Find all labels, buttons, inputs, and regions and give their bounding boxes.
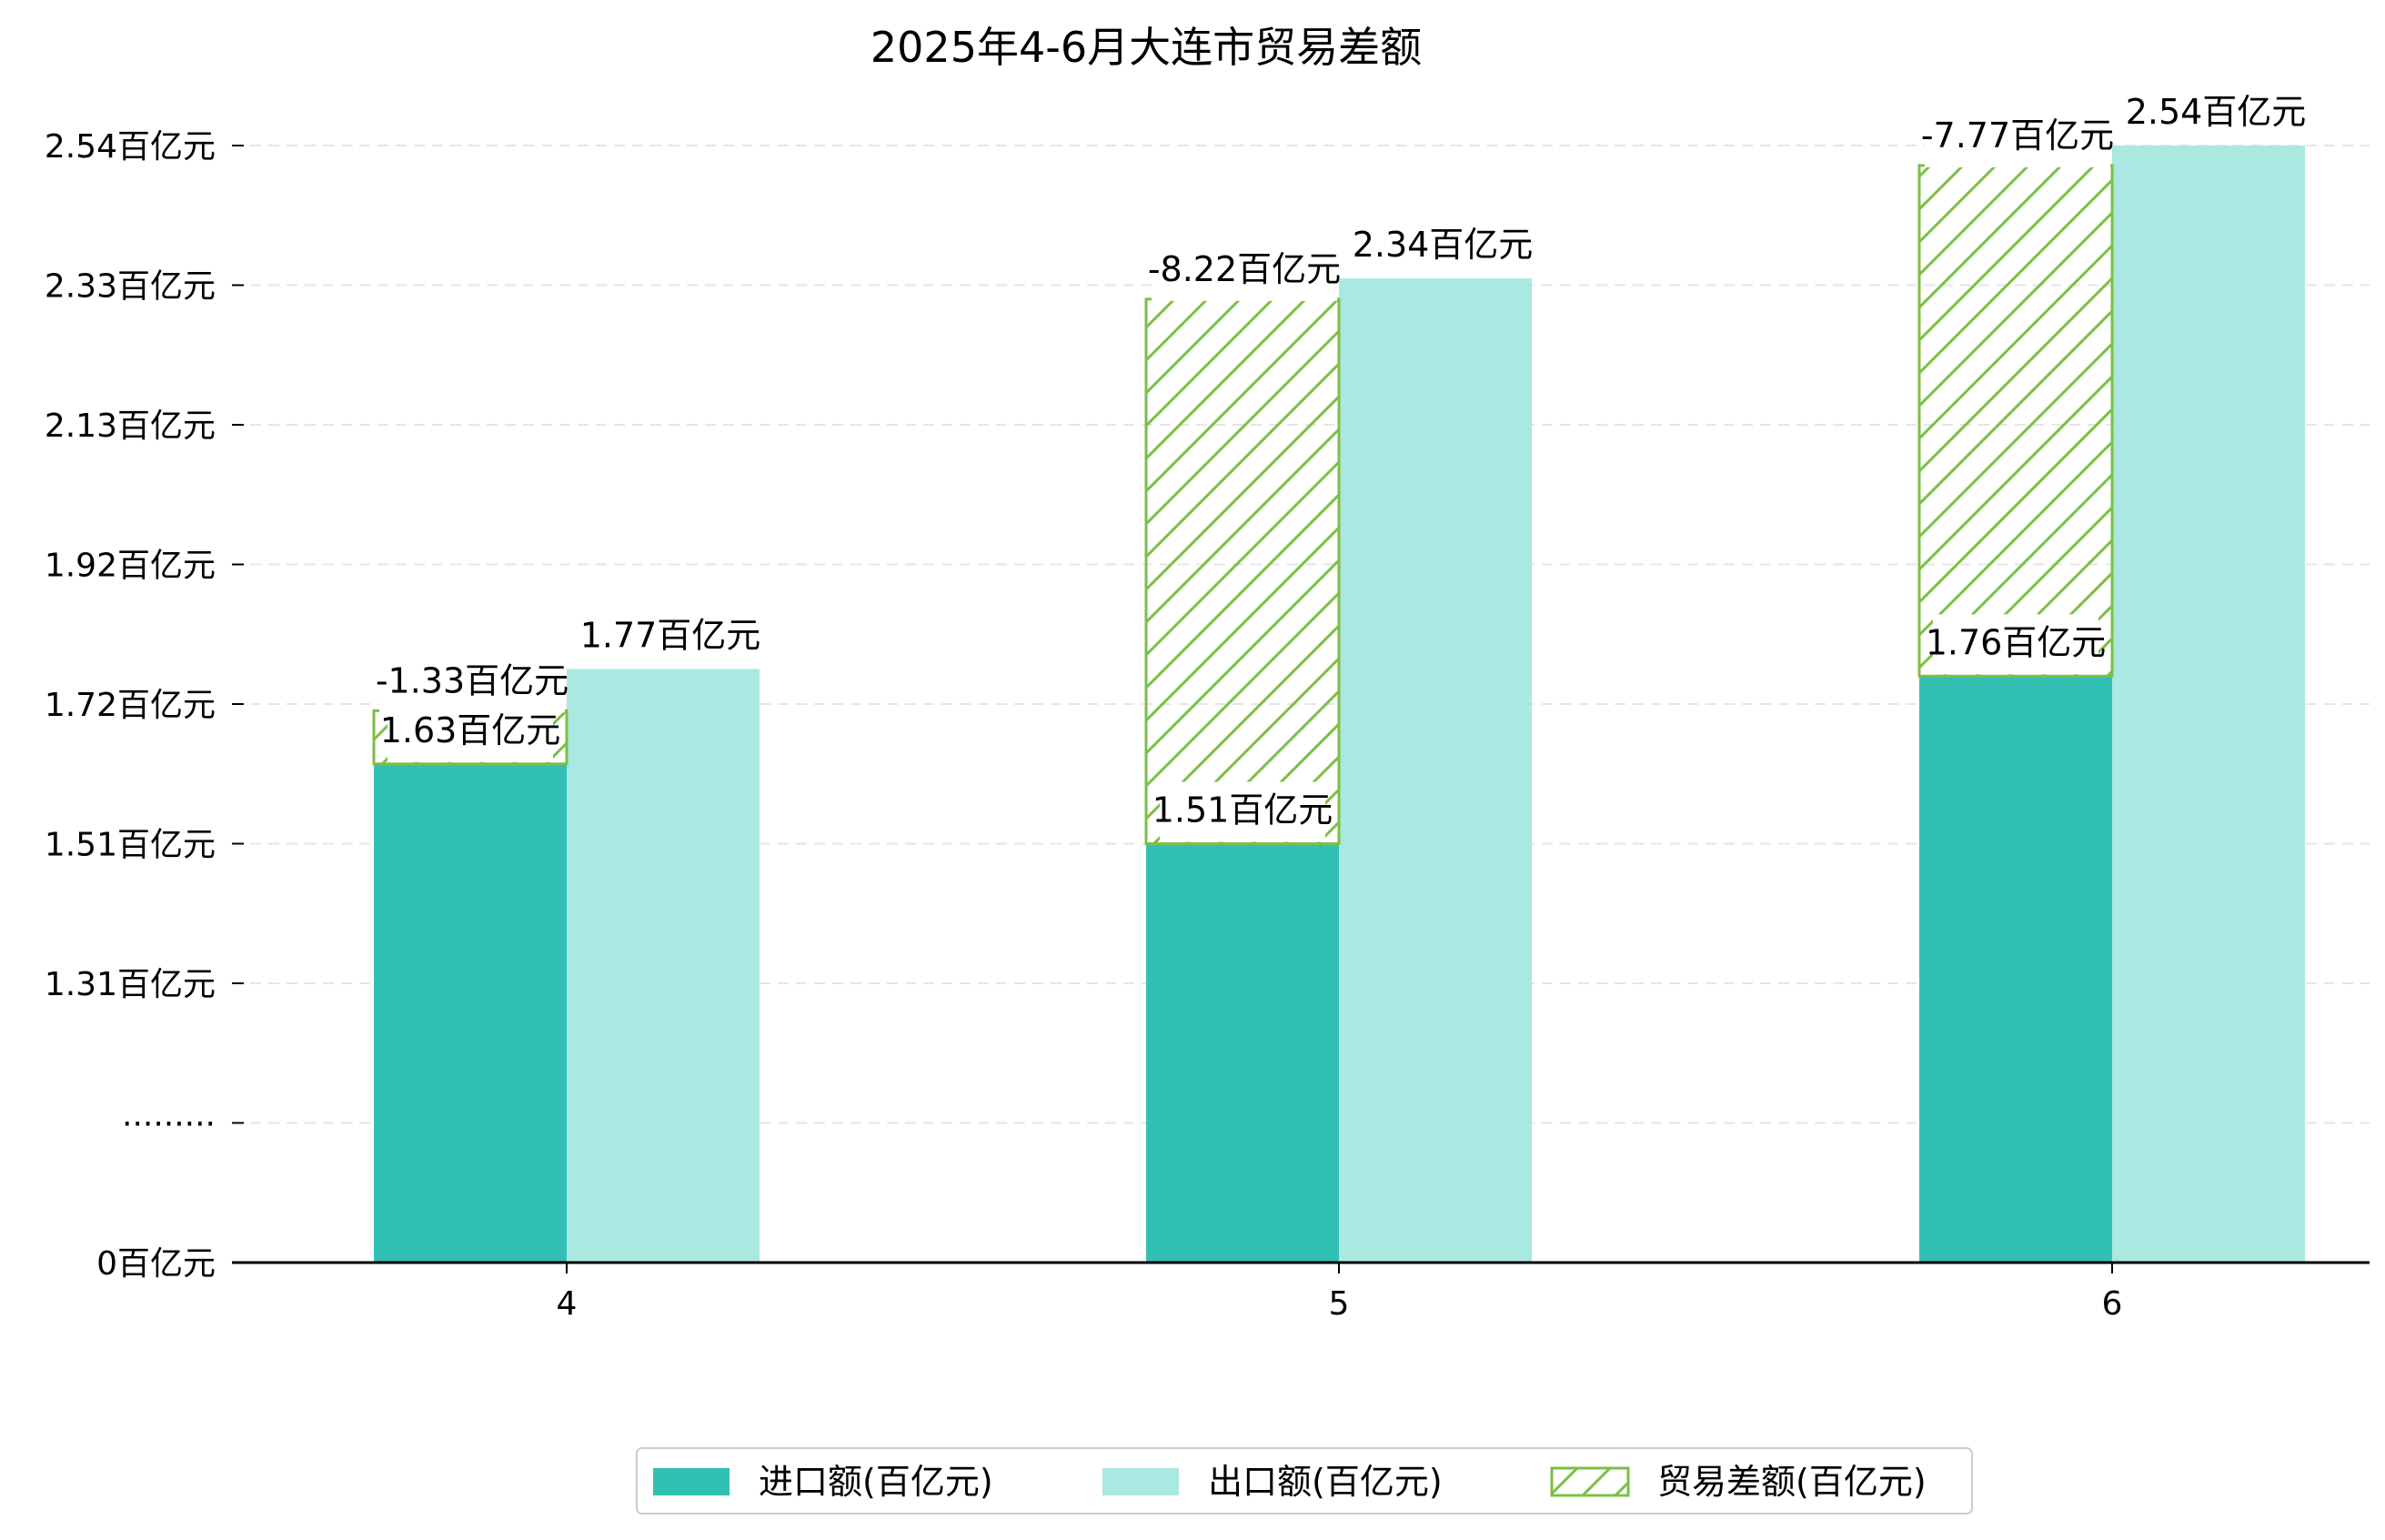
legend-label: 贸易差额(百亿元) — [1657, 1462, 1927, 1502]
label-balance-4: -1.33百亿元 — [376, 652, 569, 713]
label-text: 1.63百亿元 — [380, 710, 561, 750]
y-tick-label: 1.51百亿元 — [45, 827, 216, 864]
y-tick-label: 2.33百亿元 — [45, 268, 216, 306]
bars — [372, 146, 2305, 1263]
y-tick-label: ········· — [122, 1106, 216, 1143]
label-balance-6: -7.77百亿元 — [1921, 106, 2114, 167]
legend-item: 进口额(百亿元) — [653, 1462, 993, 1502]
legend-frame — [636, 1447, 1973, 1515]
label-background — [1160, 781, 1325, 842]
legend-swatch — [1102, 1468, 1179, 1495]
chart-title: 2025年4-6月大连市贸易差额 — [870, 23, 1422, 72]
label-export-5: 2.34百亿元 — [1353, 216, 1534, 277]
label-export-6: 2.54百亿元 — [2126, 84, 2307, 144]
data-labels: 1.63百亿元 1.77百亿元 -1.33百亿元 1.51百亿元 2.34百亿元 -8.2… — [376, 84, 2306, 842]
label-text: 2.54百亿元 — [2126, 92, 2307, 132]
label-text: -7.77百亿元 — [1921, 116, 2114, 156]
label-background — [1152, 240, 1337, 301]
y-tick-label: 1.92百亿元 — [45, 548, 216, 585]
y-tick-label: 1.72百亿元 — [45, 687, 216, 724]
label-text: 1.77百亿元 — [580, 616, 761, 656]
y-tick-label: 1.31百亿元 — [45, 966, 216, 1003]
legend-item: 出口额(百亿元) — [1102, 1462, 1443, 1502]
bar-import-6 — [1919, 676, 2112, 1263]
label-text: 1.51百亿元 — [1152, 790, 1333, 830]
y-tick-label: 0百亿元 — [96, 1245, 216, 1283]
label-background — [1360, 216, 1525, 277]
label-balance-5: -8.22百亿元 — [1148, 240, 1341, 301]
label-background — [379, 652, 565, 713]
label-background — [588, 607, 753, 668]
x-axis: 4 5 6 — [232, 1261, 2370, 1323]
y-axis: 0百亿元 ········· 1.31百亿元 1.51百亿元 1.72百亿元 1.92百亿… — [45, 128, 244, 1283]
legend-label: 进口额(百亿元) — [759, 1462, 993, 1502]
bar-balance-5 — [1144, 297, 1341, 846]
label-background — [1933, 614, 2098, 675]
y-tick-label: 2.13百亿元 — [45, 408, 216, 445]
bar-import-5 — [1146, 843, 1339, 1263]
bar-balance-6 — [1917, 164, 2114, 678]
label-text: -8.22百亿元 — [1148, 249, 1341, 289]
label-background — [2133, 84, 2299, 144]
bar-export-5 — [1339, 278, 1532, 1263]
bar-import-4 — [374, 763, 567, 1263]
legend-swatch — [653, 1468, 730, 1495]
legend-item: 贸易差额(百亿元) — [1550, 1462, 1927, 1502]
legend: 进口额(百亿元) 出口额(百亿元) 贸易差额(百亿元) — [636, 1447, 1973, 1515]
label-text: 2.34百亿元 — [1353, 225, 1534, 265]
y-tick-label: 2.54百亿元 — [45, 128, 216, 166]
label-background — [1925, 106, 2110, 167]
bar-export-4 — [567, 669, 760, 1263]
x-tick-label: 5 — [1329, 1285, 1350, 1323]
label-text: -1.33百亿元 — [376, 660, 569, 700]
label-export-4: 1.77百亿元 — [580, 607, 761, 668]
bar-export-6 — [2112, 146, 2305, 1263]
x-tick-label: 6 — [2102, 1285, 2123, 1323]
label-text: 1.76百亿元 — [1926, 622, 2107, 662]
legend-label: 出口额(百亿元) — [1208, 1462, 1443, 1502]
x-tick-label: 4 — [557, 1285, 578, 1323]
label-import-6: 1.76百亿元 — [1926, 614, 2107, 675]
legend-swatch — [1550, 1466, 1630, 1497]
label-import-5: 1.51百亿元 — [1152, 781, 1333, 842]
